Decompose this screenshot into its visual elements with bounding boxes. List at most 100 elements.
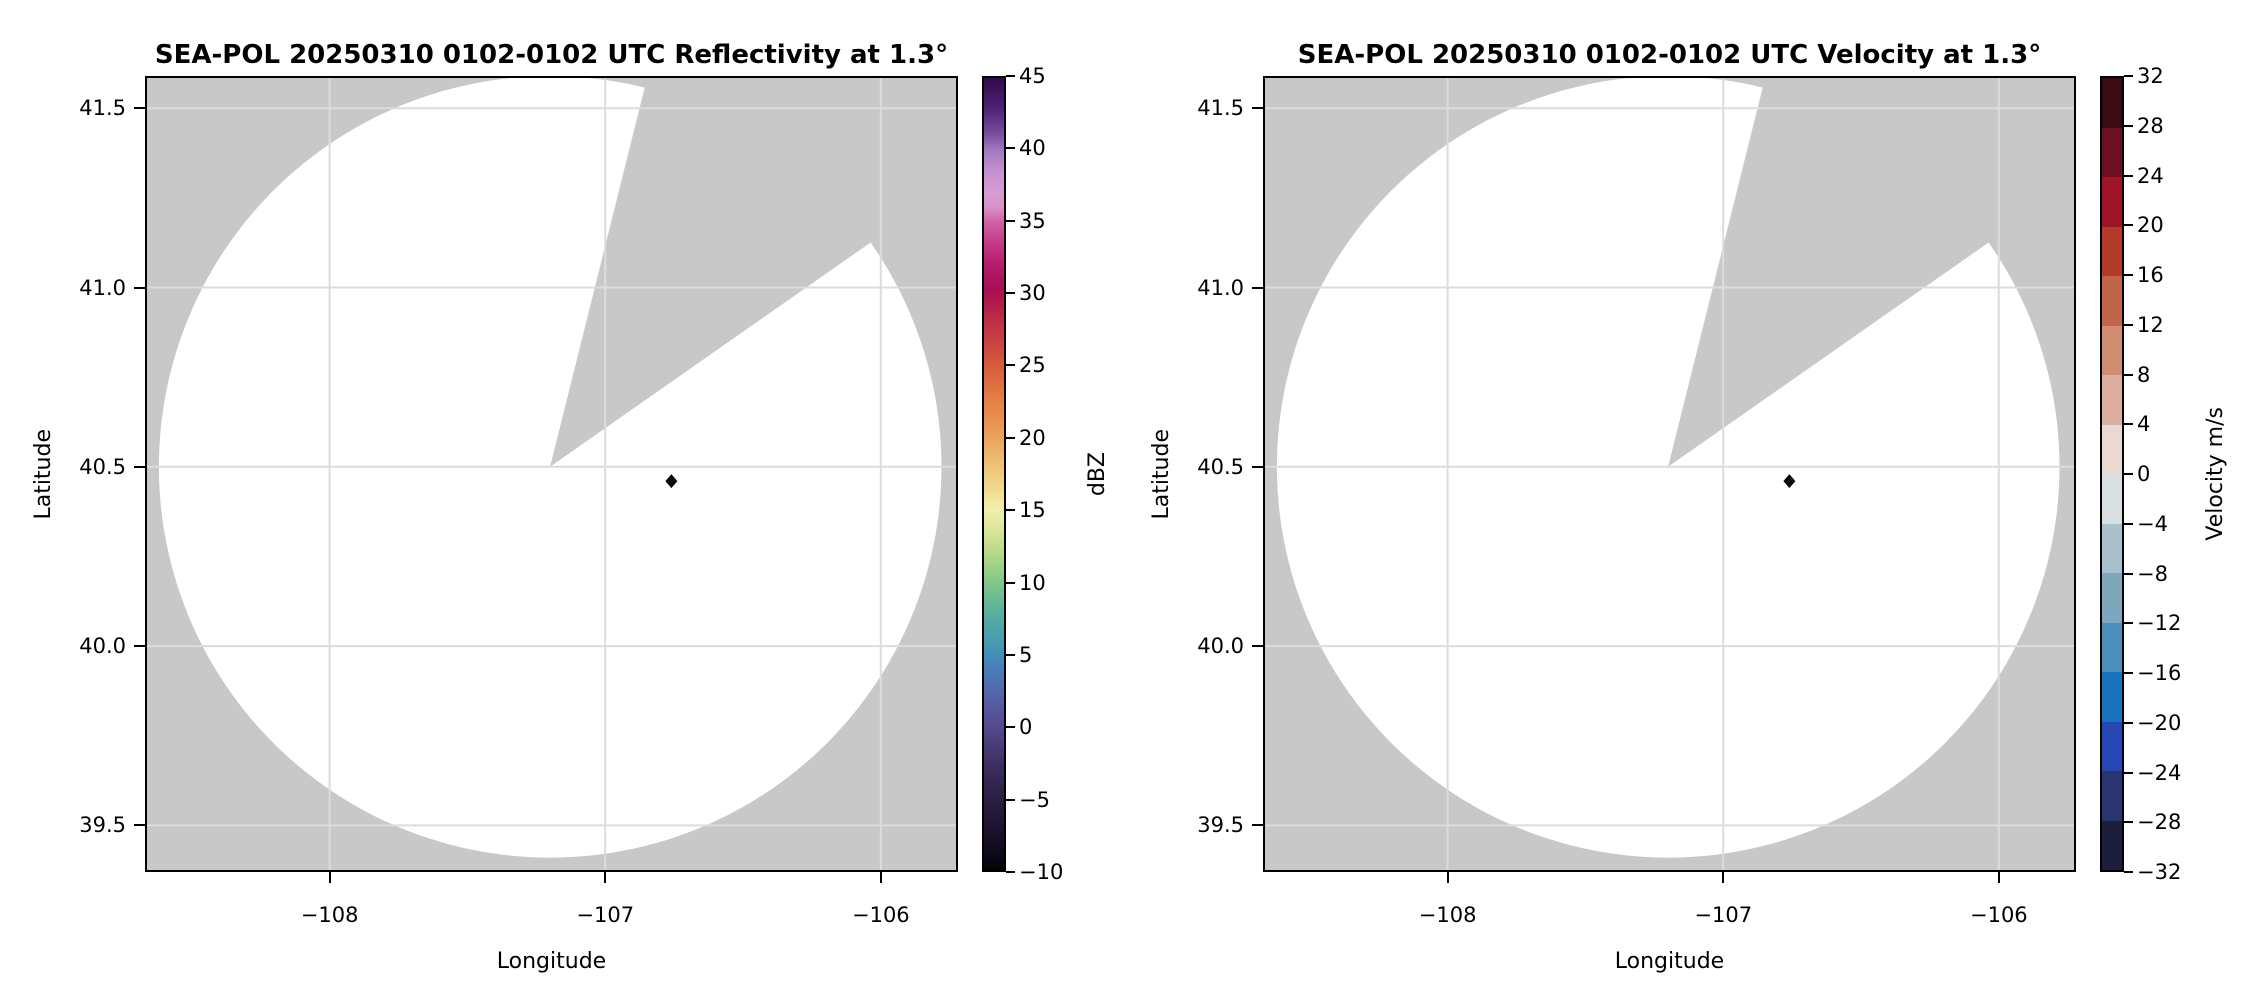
x-tick xyxy=(1997,872,2000,883)
colorbar-tick-label: −20 xyxy=(2137,710,2182,735)
colorbar-segment xyxy=(2102,672,2122,722)
colorbar-tick-label: −24 xyxy=(2137,760,2182,785)
colorbar-tick-label: 24 xyxy=(2137,163,2164,188)
colorbar-tick-label: 12 xyxy=(2137,312,2164,337)
colorbar-tick-label: 45 xyxy=(1019,64,1046,88)
colorbar-tick-label: −16 xyxy=(2137,661,2182,685)
colorbar-tick-label: −10 xyxy=(1019,860,1064,884)
colorbar-tick-label: −8 xyxy=(2137,561,2168,586)
colorbar-tick-label: −12 xyxy=(2137,611,2182,636)
y-tick xyxy=(1252,824,1263,827)
x-tick-label: −106 xyxy=(851,903,910,927)
colorbar-tick xyxy=(1006,653,1015,656)
colorbar-segment xyxy=(2102,622,2122,672)
panel-title-velocity: SEA-POL 20250310 0102-0102 UTC Velocity … xyxy=(1297,40,2042,70)
y-tick-label: 40.0 xyxy=(1197,634,1244,659)
colorbar-tick-label: 0 xyxy=(1019,715,1033,740)
colorbar-segment xyxy=(2102,127,2122,177)
y-tick xyxy=(1252,465,1263,468)
colorbar-tick xyxy=(2124,871,2133,873)
colorbar-tick-label: 5 xyxy=(1019,642,1033,667)
y-tick xyxy=(1252,107,1263,110)
colorbar-tick-label: 35 xyxy=(1019,208,1046,233)
y-tick-label: 41.0 xyxy=(1197,275,1244,300)
colorbar-tick xyxy=(1006,798,1015,801)
x-tick-label: −108 xyxy=(300,903,359,927)
y-tick-label: 40.5 xyxy=(79,454,126,479)
colorbar-tick xyxy=(2124,323,2133,326)
plot-area-reflectivity xyxy=(145,76,958,872)
colorbar-tick xyxy=(1006,726,1015,729)
colorbar-segment xyxy=(2102,721,2122,771)
colorbar-tick xyxy=(1006,509,1015,512)
colorbar-tick-label: 4 xyxy=(2137,412,2151,437)
colorbar-tick xyxy=(2124,224,2133,227)
x-tick-label: −108 xyxy=(1418,903,1477,927)
site-marker-diamond xyxy=(1783,474,1796,489)
colorbar-segment xyxy=(2102,424,2122,474)
colorbar-tick-label: 40 xyxy=(1019,136,1046,161)
x-tick-label: −107 xyxy=(1694,903,1753,927)
colorbar-tick xyxy=(2124,821,2133,824)
x-tick xyxy=(879,872,882,883)
colorbar-tick xyxy=(2124,174,2133,177)
colorbar-tick xyxy=(1006,147,1015,150)
colorbar-tick xyxy=(2124,721,2133,724)
x-tick xyxy=(328,872,331,883)
colorbar-tick-label: 10 xyxy=(1019,570,1046,595)
colorbar-segment xyxy=(2102,474,2122,524)
x-axis-label: Longitude xyxy=(496,949,607,974)
colorbar-tick-label: 32 xyxy=(2137,64,2164,88)
y-tick-label: 40.5 xyxy=(1197,454,1244,479)
colorbar-tick xyxy=(1006,292,1015,295)
x-tick-label: −106 xyxy=(1969,903,2028,927)
site-marker-diamond xyxy=(665,474,678,489)
colorbar-segment xyxy=(2102,573,2122,623)
radar-ppi-canvas xyxy=(1263,76,2076,872)
colorbar-tick-label: 0 xyxy=(2137,462,2151,486)
colorbar-tick xyxy=(2124,373,2133,376)
colorbar-segment xyxy=(2102,325,2122,375)
x-axis-label: Longitude xyxy=(1614,949,1725,974)
x-tick xyxy=(1722,872,1725,883)
colorbar-segment xyxy=(2102,771,2122,821)
colorbar-tick xyxy=(2124,423,2133,426)
colorbar-tick-label: 30 xyxy=(1019,281,1046,306)
colorbar-tick xyxy=(1006,219,1015,222)
y-tick-label: 39.5 xyxy=(79,813,126,838)
colorbar-tick xyxy=(2124,75,2133,77)
colorbar-tick-label: 16 xyxy=(2137,263,2164,287)
colorbar-tick xyxy=(2124,771,2133,774)
colorbar-tick xyxy=(1006,75,1015,77)
plot-area-velocity xyxy=(1263,76,2076,872)
colorbar-unit-label: dBZ xyxy=(1084,451,1110,497)
y-tick-label: 41.0 xyxy=(79,275,126,300)
colorbar-velocity xyxy=(2100,76,2124,872)
x-tick xyxy=(604,872,607,883)
colorbar-tick xyxy=(2124,274,2133,276)
colorbar-tick-label: −5 xyxy=(1019,787,1050,812)
y-tick xyxy=(134,107,145,110)
colorbar-tick xyxy=(2124,124,2133,127)
colorbar-tick-label: 20 xyxy=(2137,213,2164,238)
colorbar-tick xyxy=(1006,364,1015,367)
colorbar-tick xyxy=(1006,871,1015,873)
colorbar-tick-label: 25 xyxy=(1019,353,1046,378)
x-tick xyxy=(1446,872,1449,883)
colorbar-tick xyxy=(2124,672,2133,674)
y-tick-label: 41.5 xyxy=(1197,96,1244,121)
colorbar-tick xyxy=(2124,572,2133,575)
colorbar-tick xyxy=(1006,581,1015,584)
colorbar-tick xyxy=(2124,473,2133,475)
colorbar-segment xyxy=(2102,523,2122,573)
y-tick xyxy=(1252,286,1263,289)
colorbar-segment xyxy=(2102,177,2122,227)
y-tick-label: 41.5 xyxy=(79,96,126,121)
colorbar-segment xyxy=(2102,820,2122,870)
y-tick xyxy=(134,465,145,468)
colorbar-segment xyxy=(2102,226,2122,276)
colorbar-segment xyxy=(2102,78,2122,128)
y-tick xyxy=(134,286,145,289)
colorbar-tick xyxy=(1006,436,1015,439)
